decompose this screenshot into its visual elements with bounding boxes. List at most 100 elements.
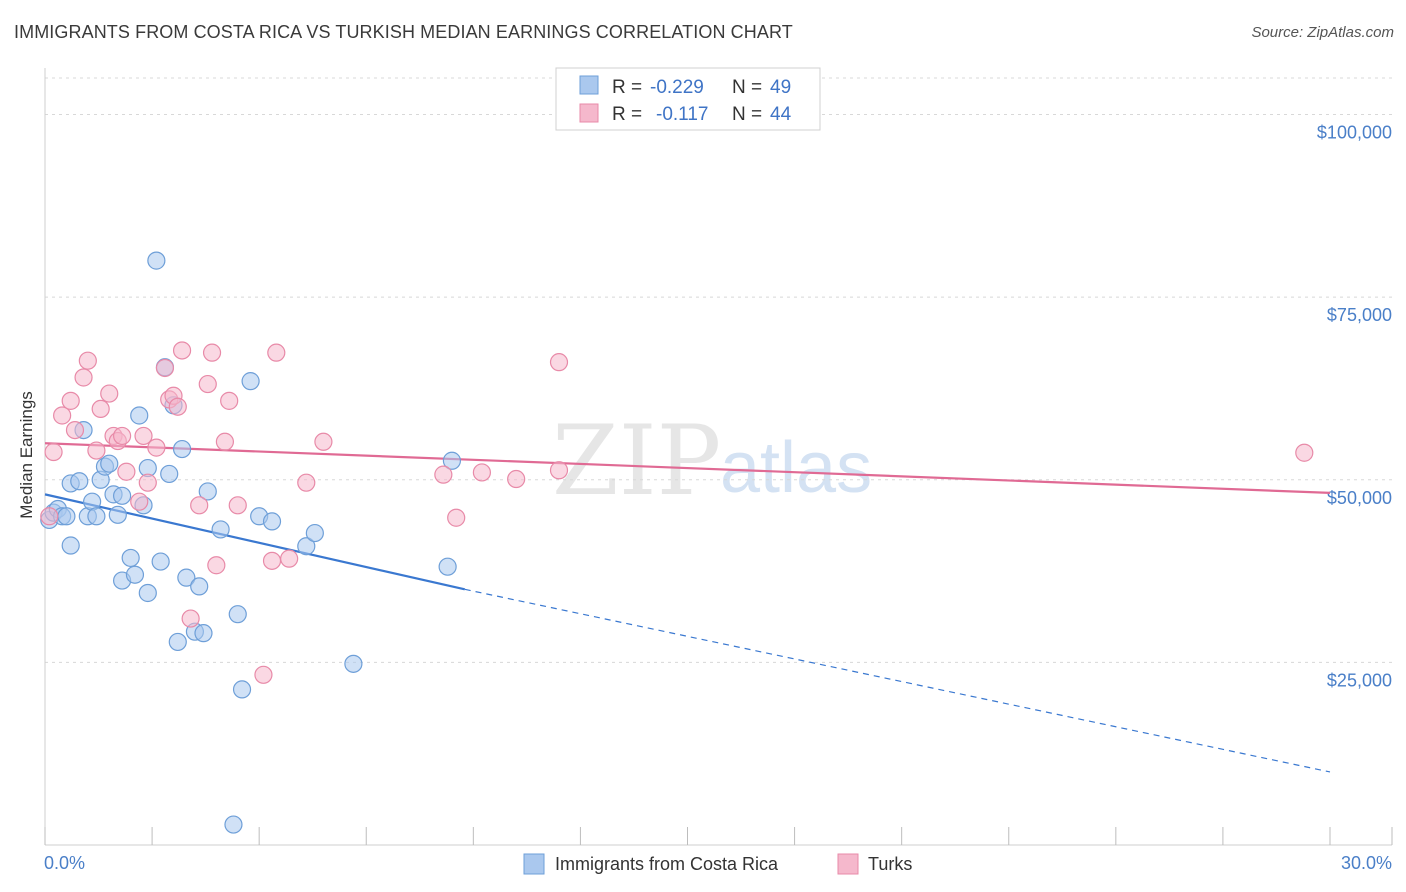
point-turks [78, 351, 97, 370]
point-costa-rica [125, 565, 145, 584]
point-turks [53, 406, 72, 425]
point-costa-rica [87, 507, 106, 526]
legend-swatch-costa-rica [523, 853, 545, 875]
legend-n-value-1: 49 [770, 77, 791, 98]
point-turks [314, 432, 333, 451]
point-costa-rica [138, 583, 157, 603]
legend-n-label-2: N = [732, 104, 762, 125]
point-costa-rica [190, 577, 209, 596]
point-turks [100, 384, 119, 403]
point-turks [1295, 443, 1314, 462]
point-turks [280, 549, 299, 568]
point-costa-rica [262, 512, 282, 531]
point-costa-rica [100, 454, 119, 473]
legend-r-value-2: -0.117 [656, 104, 708, 125]
point-turks [74, 368, 93, 387]
point-turks [147, 438, 166, 457]
point-costa-rica [211, 520, 230, 539]
legend-swatch-turks [837, 853, 859, 875]
point-turks [190, 496, 209, 515]
point-turks [44, 442, 63, 462]
point-turks [198, 374, 217, 394]
point-turks [207, 556, 226, 575]
point-turks [202, 343, 222, 362]
point-costa-rica [232, 680, 252, 699]
point-costa-rica [61, 536, 80, 555]
point-turks [130, 492, 149, 511]
point-costa-rica [151, 552, 170, 571]
point-costa-rica [442, 451, 462, 470]
point-costa-rica [130, 406, 149, 425]
y-tick-label: $100,000 [1317, 123, 1392, 143]
point-costa-rica [194, 624, 213, 643]
chart-title: IMMIGRANTS FROM COSTA RICA VS TURKISH ME… [14, 22, 793, 42]
point-turks [138, 473, 157, 492]
legend-swatch-pink [579, 103, 599, 123]
point-turks [447, 508, 466, 527]
watermark-zip: ZIP [552, 405, 721, 517]
point-turks [228, 496, 247, 515]
point-turks [87, 441, 106, 460]
point-turks [262, 551, 282, 570]
point-costa-rica [172, 439, 192, 459]
point-turks [172, 341, 192, 360]
trend-line-solid [44, 442, 1331, 495]
legend-label-costa-rica: Immigrants from Costa Rica [555, 854, 779, 874]
x-tick-label-max: 30.0% [1341, 853, 1392, 873]
legend-n-value-2: 44 [770, 104, 792, 125]
point-costa-rica [70, 472, 89, 491]
point-turks [40, 507, 59, 526]
point-costa-rica [224, 815, 243, 834]
point-turks [297, 473, 316, 492]
point-turks [267, 343, 286, 362]
legend-r-label-1: R = [612, 77, 642, 98]
point-costa-rica [228, 605, 247, 624]
point-turks [549, 461, 569, 480]
series-legend: Immigrants from Costa Rica Turks [523, 853, 912, 875]
y-tick-label: $25,000 [1327, 670, 1392, 690]
point-costa-rica [57, 507, 76, 526]
legend-n-label-1: N = [732, 77, 762, 98]
y-tick-label: $50,000 [1327, 488, 1392, 508]
point-costa-rica [305, 523, 324, 543]
point-turks [155, 358, 175, 378]
point-costa-rica [241, 372, 260, 391]
point-turks [168, 397, 187, 416]
point-costa-rica [160, 464, 179, 484]
point-turks [65, 420, 85, 440]
axes: $25,000 $50,000 $75,000 $100,000 [44, 68, 1393, 846]
x-tick-label-min: 0.0% [44, 853, 85, 873]
gridlines [45, 77, 1392, 663]
point-turks [112, 426, 132, 446]
point-costa-rica [177, 568, 196, 587]
point-turks [549, 353, 569, 372]
point-costa-rica [168, 632, 187, 652]
correlation-legend: R = -0.229 N = 49 R = -0.117 N = 44 [555, 67, 821, 131]
point-turks [254, 665, 273, 684]
point-costa-rica [108, 505, 127, 524]
point-turks [181, 609, 200, 628]
point-costa-rica [297, 537, 316, 556]
y-axis-title: Median Earnings [17, 391, 36, 519]
point-costa-rica [121, 548, 140, 568]
trend-line-dashed [464, 588, 1331, 773]
point-turks [507, 469, 526, 489]
source-credit: Source: ZipAtlas.com [1251, 24, 1394, 41]
point-costa-rica [198, 482, 217, 501]
point-turks [472, 463, 491, 482]
point-turks [61, 391, 80, 410]
legend-r-label-2: R = [612, 104, 642, 125]
point-turks [220, 391, 239, 410]
point-costa-rica [112, 486, 132, 505]
point-turks [91, 399, 110, 419]
legend-label-turks: Turks [868, 854, 912, 874]
legend-swatch-blue [579, 75, 599, 95]
data-points [40, 251, 1314, 834]
point-turks [434, 465, 453, 484]
legend-r-value-1: -0.229 [650, 77, 704, 98]
point-costa-rica [438, 557, 457, 576]
point-costa-rica [147, 251, 166, 270]
point-turks [134, 426, 153, 446]
point-costa-rica [344, 654, 363, 673]
